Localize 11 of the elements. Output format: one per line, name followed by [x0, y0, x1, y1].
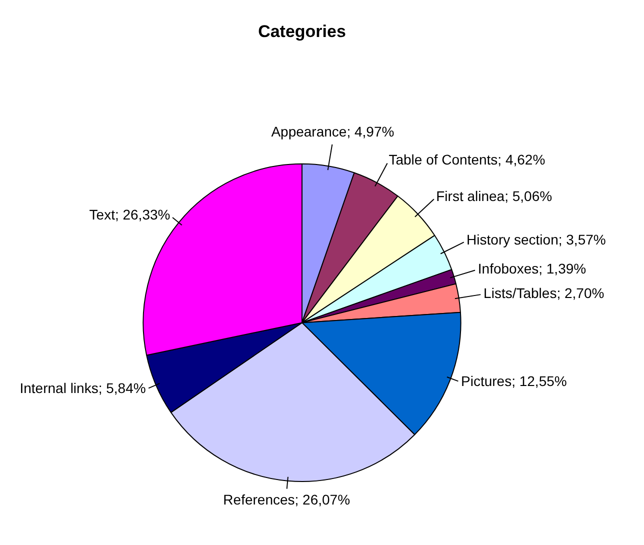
slice-label: Appearance; 4,97%: [271, 123, 394, 140]
slice-label: First alinea; 5,06%: [436, 188, 552, 204]
chart-title: Categories: [258, 22, 346, 41]
slice-label: References; 26,07%: [223, 492, 350, 508]
slice-label: Table of Contents; 4,62%: [388, 152, 546, 168]
slice-label: Infoboxes; 1,39%: [478, 260, 586, 276]
slice-label: Pictures; 12,55%: [461, 373, 567, 390]
slice-label: Lists/Tables; 2,70%: [484, 284, 604, 301]
slice-label: Internal links; 5,84%: [20, 380, 146, 396]
slice-label: History section; 3,57%: [466, 232, 606, 248]
slice-label: Text; 26,33%: [89, 206, 170, 222]
